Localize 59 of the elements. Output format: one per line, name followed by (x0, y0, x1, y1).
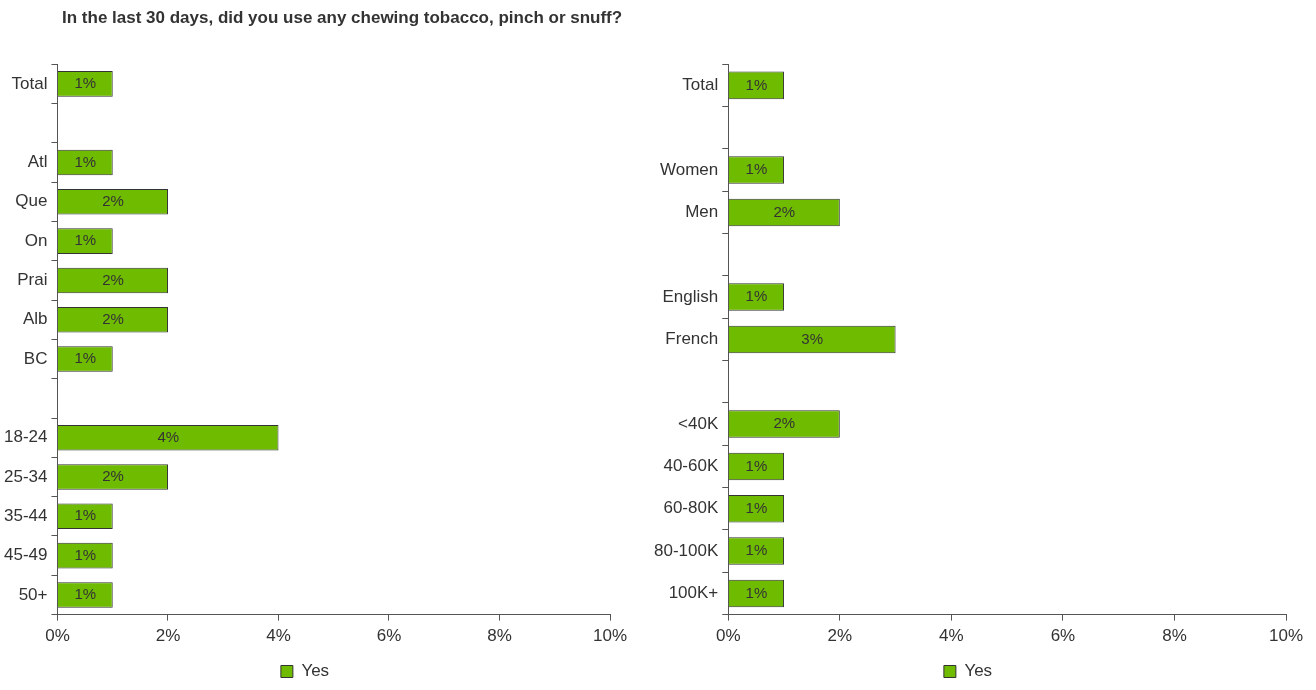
y-tick-label: 50+ (18, 584, 48, 604)
x-tick-label: 0% (45, 626, 70, 646)
x-tick-label: 4% (939, 626, 964, 646)
data-label: 1% (745, 75, 768, 93)
y-tick-label: Women (660, 159, 719, 179)
data-label: 2% (773, 414, 796, 432)
data-label: 2% (102, 191, 124, 209)
y-tick-label: English (662, 286, 719, 306)
x-tick-label: 2% (155, 626, 181, 646)
y-tick-label: Atl (27, 152, 48, 172)
data-label: 1% (74, 74, 97, 91)
data-label: 2% (102, 270, 124, 288)
y-tick-label: Men (685, 202, 719, 222)
y-tick-label: Total (682, 75, 719, 95)
y-tick-label: 25-34 (4, 466, 48, 486)
legend-label: Yes (964, 661, 993, 681)
x-tick-label: 8% (487, 626, 512, 646)
data-label: 1% (745, 541, 768, 559)
y-tick-label: 60-80K (663, 498, 719, 518)
x-tick-label: 8% (1162, 626, 1187, 646)
data-label: 2% (102, 467, 124, 485)
x-tick-label: 6% (376, 626, 402, 646)
y-tick-label: Que (15, 191, 48, 211)
data-label: 1% (74, 349, 97, 367)
data-label: 1% (745, 583, 768, 601)
x-tick-label: 4% (266, 626, 291, 646)
data-label: 2% (102, 309, 124, 327)
y-tick-label: 100K+ (668, 583, 719, 603)
x-tick-label: 6% (1050, 626, 1076, 646)
data-label: 1% (74, 506, 97, 524)
y-tick-label: 18-24 (4, 427, 48, 447)
x-tick-label: 2% (827, 626, 853, 646)
x-tick-label: 0% (715, 626, 741, 646)
data-label: 1% (74, 152, 97, 170)
data-label: 2% (773, 202, 796, 220)
y-tick-label: Alb (22, 309, 48, 329)
x-tick-label: 10% (592, 626, 628, 646)
y-tick-label: 80-100K (653, 540, 719, 560)
data-label: 1% (74, 545, 97, 563)
y-tick-label: <40K (678, 413, 719, 433)
y-tick-label: French (665, 329, 719, 349)
x-tick-label: 10% (1268, 626, 1304, 646)
data-label: 1% (74, 585, 97, 603)
y-tick-label: 35-44 (4, 506, 48, 525)
data-label: 1% (74, 231, 97, 249)
chart-title: In the last 30 days, did you use any chewing tobacco, pinch or snuff? (62, 8, 623, 28)
y-tick-label: Total (11, 73, 48, 93)
y-tick-label: Prai (17, 270, 48, 290)
legend-label: Yes (301, 661, 330, 681)
data-label: 1% (745, 498, 768, 516)
data-label: 1% (745, 160, 768, 178)
data-label: 3% (801, 329, 824, 347)
y-tick-label: 40-60K (663, 456, 719, 476)
y-tick-label: BC (23, 348, 48, 368)
data-label: 1% (745, 456, 768, 474)
y-tick-label: 45-49 (4, 545, 48, 565)
y-tick-label: On (24, 230, 48, 250)
data-label: 1% (745, 287, 768, 305)
data-label: 4% (157, 427, 180, 445)
